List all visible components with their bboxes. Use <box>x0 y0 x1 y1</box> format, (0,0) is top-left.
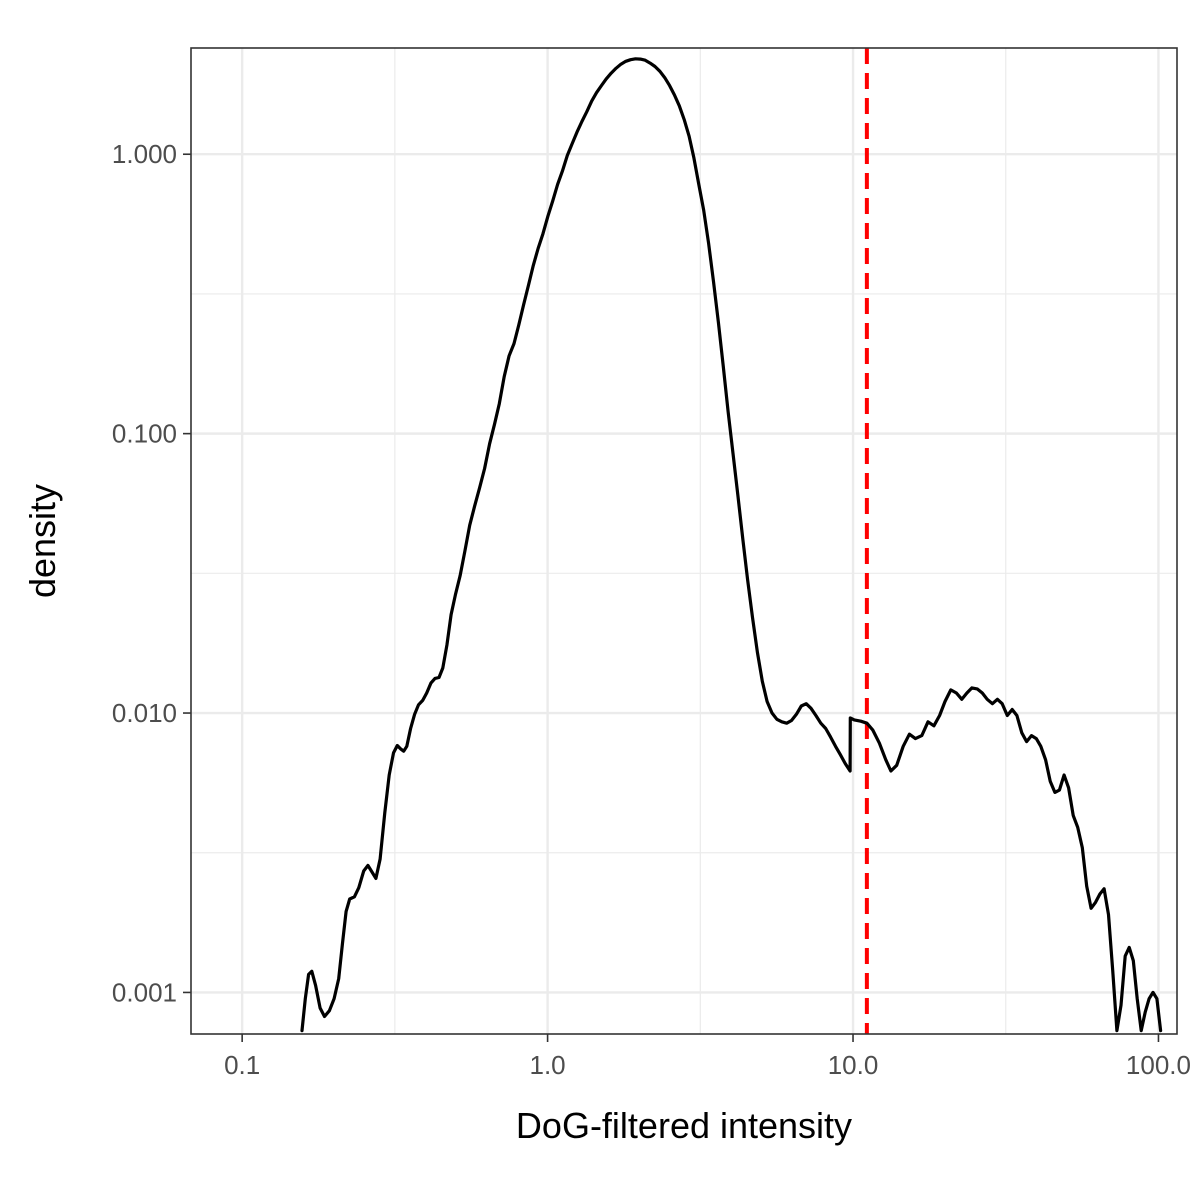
x-tick-label: 0.1 <box>224 1050 260 1080</box>
series-layer <box>300 57 1163 1033</box>
minor-gridlines <box>191 48 1177 1034</box>
y-tick-label: 0.010 <box>112 698 177 728</box>
x-tick-label: 10.0 <box>828 1050 879 1080</box>
x-tick-label: 100.0 <box>1126 1050 1191 1080</box>
x-axis-title: DoG-filtered intensity <box>516 1105 852 1146</box>
y-axis: 0.001 0.010 0.100 1.000 <box>112 139 191 1007</box>
x-tick-label: 1.0 <box>530 1050 566 1080</box>
y-tick-label: 0.001 <box>112 977 177 1007</box>
y-tick-label: 1.000 <box>112 139 177 169</box>
x-axis: 0.1 1.0 10.0 100.0 <box>224 1034 1191 1080</box>
plot-panel <box>191 48 1177 1034</box>
density-curve <box>300 57 1163 1033</box>
plot-panel-border <box>190 47 1178 1035</box>
y-tick-label: 0.100 <box>112 419 177 449</box>
y-axis-title: density <box>22 484 63 598</box>
